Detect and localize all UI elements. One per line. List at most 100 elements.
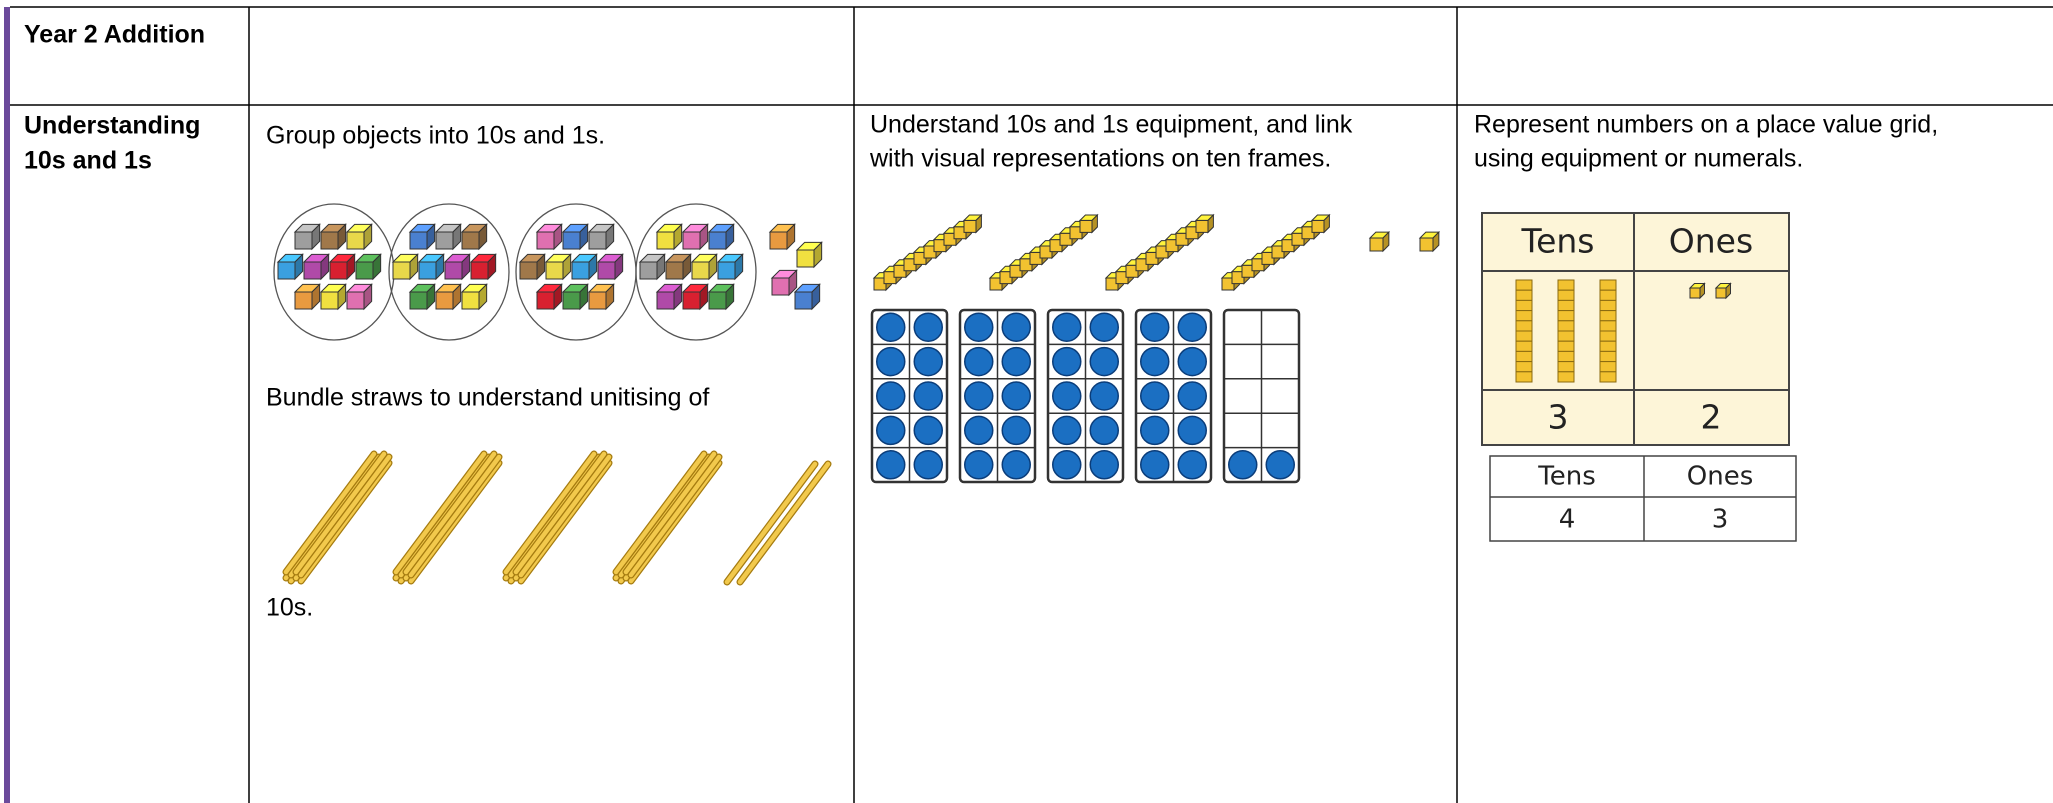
cube [682, 253, 692, 281]
grid-box [1481, 212, 1790, 446]
counter [876, 450, 906, 480]
straw [513, 451, 607, 575]
rod-unit [1515, 279, 1533, 291]
cell-text: with visual representations on ten frame… [869, 145, 1331, 173]
counter [1052, 381, 1082, 411]
unit-cube [1382, 230, 1390, 253]
cube [409, 291, 428, 310]
cube [461, 253, 471, 281]
table-rules [10, 6, 2053, 803]
cube [673, 283, 683, 311]
cube [811, 283, 821, 311]
counter [1001, 415, 1031, 446]
counter [876, 312, 906, 342]
rod-unit [1599, 361, 1617, 373]
counter [876, 346, 906, 377]
cube [588, 231, 607, 250]
cube [409, 231, 428, 250]
counter [1140, 415, 1170, 446]
counter [1177, 312, 1207, 342]
unit-cube [1419, 237, 1434, 252]
rod-unit [1207, 213, 1214, 234]
cube [355, 261, 374, 280]
counter [964, 450, 994, 480]
cube [418, 261, 437, 280]
straw [518, 460, 612, 584]
straw [737, 461, 831, 585]
cube [639, 261, 658, 280]
cube [452, 283, 462, 311]
counter [1089, 312, 1119, 342]
cube [788, 269, 798, 297]
cube [536, 231, 555, 250]
cube [597, 261, 616, 280]
cube [682, 291, 701, 310]
cube [519, 261, 538, 280]
cube [545, 261, 564, 280]
straw [283, 451, 377, 575]
cube [673, 223, 683, 251]
cube [311, 283, 321, 311]
cube [435, 231, 454, 250]
unit-cube [1699, 282, 1705, 300]
row-label: Understanding [24, 112, 200, 140]
counter [1228, 450, 1258, 480]
counter [913, 312, 943, 342]
counter [1089, 415, 1119, 446]
rod-unit [1515, 310, 1533, 322]
straw [408, 460, 502, 584]
cube [372, 253, 382, 281]
cube [708, 291, 727, 310]
unit-cube [1715, 287, 1727, 299]
rod-unit [1557, 330, 1575, 342]
cube [579, 283, 589, 311]
straw [408, 454, 502, 578]
counter [1177, 415, 1207, 446]
cube [294, 231, 313, 250]
cube [470, 261, 489, 280]
counter [1001, 312, 1031, 342]
cube [717, 261, 736, 280]
cube [363, 283, 373, 311]
rod-unit [1599, 330, 1617, 342]
rod-unit [1599, 299, 1617, 312]
cube [277, 261, 296, 280]
grid-box [1489, 455, 1797, 542]
counter [964, 312, 994, 342]
unit-cube [1369, 237, 1384, 252]
cell-text: 10s. [266, 594, 313, 622]
grid-value: 3 [1548, 398, 1569, 437]
cube [303, 261, 322, 280]
cube [478, 283, 488, 311]
cube [294, 291, 313, 310]
counter [1177, 381, 1207, 411]
counter [1052, 346, 1082, 377]
cube [487, 253, 497, 281]
counter [1001, 346, 1031, 377]
place-value-grid: Tens Ones 3 2 [1481, 212, 1790, 446]
cube [708, 231, 727, 250]
group-loop [388, 203, 510, 341]
cube [796, 249, 815, 268]
cube [665, 261, 684, 280]
cube [656, 291, 675, 310]
straw [298, 460, 392, 584]
rod-unit [1515, 289, 1533, 301]
cube [605, 283, 615, 311]
unit-cube [1689, 287, 1701, 299]
straw [623, 451, 717, 575]
counter [913, 450, 943, 480]
straw [613, 451, 707, 575]
cube [461, 231, 480, 250]
illustrations [273, 203, 1732, 586]
straw [403, 451, 497, 575]
counter [964, 346, 994, 377]
rod-unit [1515, 330, 1533, 342]
straw [724, 461, 818, 585]
straw [298, 454, 392, 578]
cube [311, 223, 321, 251]
cube [435, 253, 445, 281]
rod-unit [1515, 340, 1533, 352]
rod-unit [975, 213, 982, 234]
